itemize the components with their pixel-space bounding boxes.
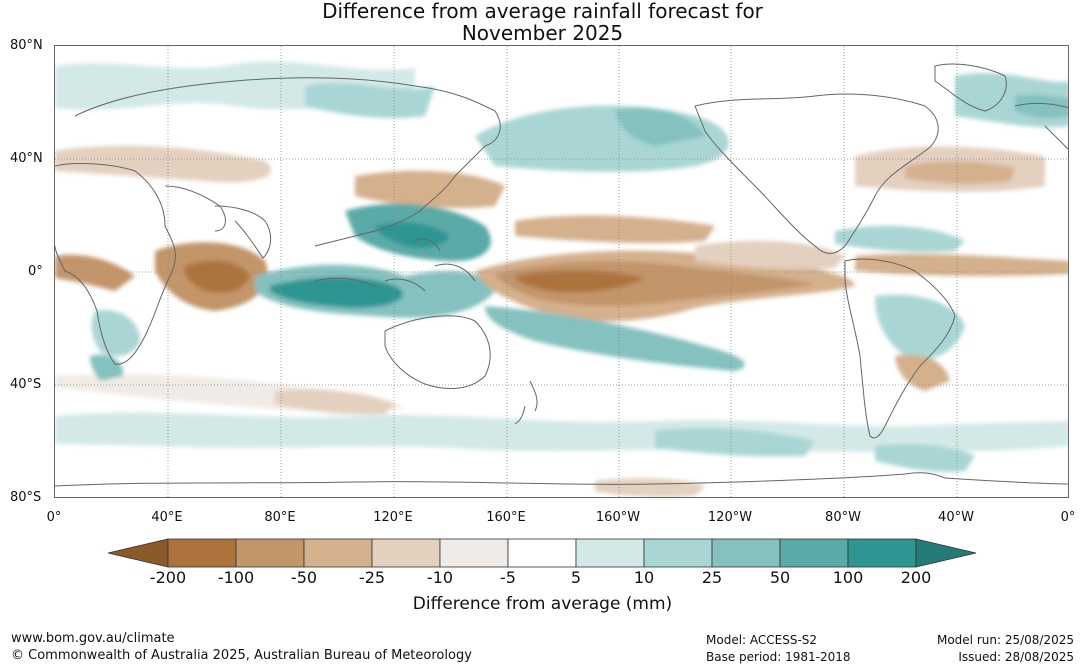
legend-tick-label: 50 xyxy=(769,568,791,587)
legend-arrow-high xyxy=(915,538,977,568)
footer-copyright: © Commonwealth of Australia 2025, Austra… xyxy=(11,648,472,663)
legend-swatch xyxy=(711,538,781,568)
lon-label-0: 0° xyxy=(46,510,62,525)
lon-label-0-east: 0° xyxy=(1060,510,1076,525)
legend-swatch xyxy=(575,538,645,568)
lon-label-40w: 40°W xyxy=(938,510,974,525)
graticule xyxy=(55,46,1068,497)
lon-label-160e: 160°E xyxy=(486,510,526,525)
lon-label-120e: 120°E xyxy=(373,510,413,525)
legend-swatch xyxy=(847,538,917,568)
legend-swatch xyxy=(507,538,577,568)
lon-label-160w: 160°W xyxy=(595,510,641,525)
footer-base-period: Base period: 1981-2018 xyxy=(706,650,851,664)
legend-swatch xyxy=(439,538,509,568)
footer-website: www.bom.gov.au/climate xyxy=(11,631,175,646)
lon-label-80w: 80°W xyxy=(825,510,861,525)
footer-model-run: Model run: 25/08/2025 xyxy=(936,633,1074,647)
footer-model: Model: ACCESS-S2 xyxy=(706,633,818,647)
lat-label-40n: 40°N xyxy=(10,151,43,166)
legend-tick-label: -25 xyxy=(358,568,386,587)
legend-tick-label: -50 xyxy=(290,568,318,587)
legend-tick-label: 25 xyxy=(701,568,723,587)
lat-label-equator: 0° xyxy=(28,264,43,279)
legend-swatch xyxy=(303,538,373,568)
lon-label-40e: 40°E xyxy=(151,510,183,525)
legend-tick-label: -10 xyxy=(426,568,454,587)
lat-label-40s: 40°S xyxy=(10,377,42,392)
lon-label-120w: 120°W xyxy=(707,510,753,525)
legend-tick-label: 10 xyxy=(633,568,655,587)
legend-swatch xyxy=(371,538,441,568)
legend-tick-label: 5 xyxy=(570,568,582,587)
lat-label-80s: 80°S xyxy=(10,490,42,505)
legend-tick-label: 100 xyxy=(832,568,864,587)
legend-swatch xyxy=(167,538,237,568)
legend-arrow-low xyxy=(108,538,169,568)
legend-tick-label: 200 xyxy=(900,568,932,587)
map-title-line2: November 2025 xyxy=(461,21,624,45)
legend-title: Difference from average (mm) xyxy=(412,594,673,614)
legend-tick-label: -200 xyxy=(149,568,187,587)
legend-colorbar xyxy=(108,538,977,568)
legend-tick-label: -100 xyxy=(217,568,255,587)
rainfall-anomaly-map xyxy=(54,45,1069,498)
map-title-line1: Difference from average rainfall forecas… xyxy=(322,0,763,23)
coastlines xyxy=(55,63,1068,487)
legend-swatch xyxy=(643,538,713,568)
footer-issued: Issued: 28/08/2025 xyxy=(958,650,1074,664)
legend-tick-label: -5 xyxy=(500,568,516,587)
legend-swatch xyxy=(779,538,849,568)
anomaly-fields xyxy=(55,61,1068,497)
lon-label-80e: 80°E xyxy=(264,510,296,525)
legend-swatch xyxy=(235,538,305,568)
lat-label-80n: 80°N xyxy=(10,38,43,53)
map-canvas xyxy=(55,46,1068,497)
